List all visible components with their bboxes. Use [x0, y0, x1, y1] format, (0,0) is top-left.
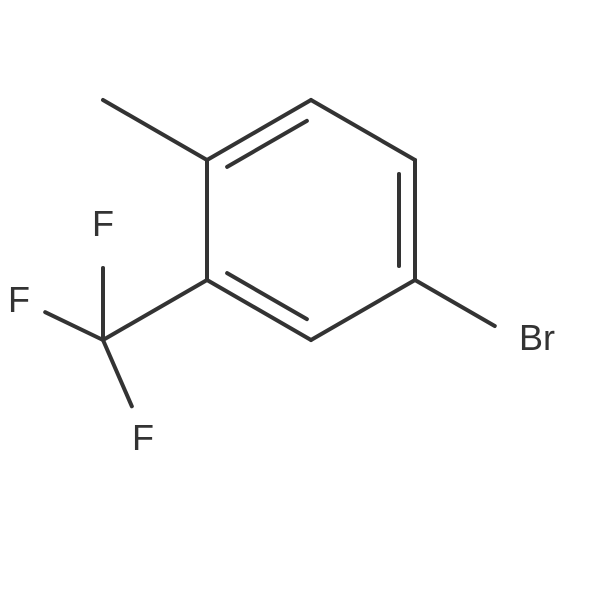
bond-line	[103, 280, 207, 340]
bond-line	[311, 100, 415, 160]
bond-line	[415, 280, 495, 326]
bond-line	[311, 280, 415, 340]
bond-line	[103, 100, 207, 160]
atom-label-f: F	[8, 279, 30, 320]
bond-line	[103, 340, 132, 406]
bond-line	[207, 100, 311, 160]
bond-line	[207, 280, 311, 340]
bond-line	[227, 273, 307, 319]
atom-label-f: F	[132, 417, 154, 458]
bond-line	[45, 312, 103, 340]
bond-line	[227, 121, 307, 167]
atom-label-f: F	[92, 203, 114, 244]
atom-label-br: Br	[519, 317, 555, 358]
molecule-diagram: Br F F F	[0, 0, 600, 600]
